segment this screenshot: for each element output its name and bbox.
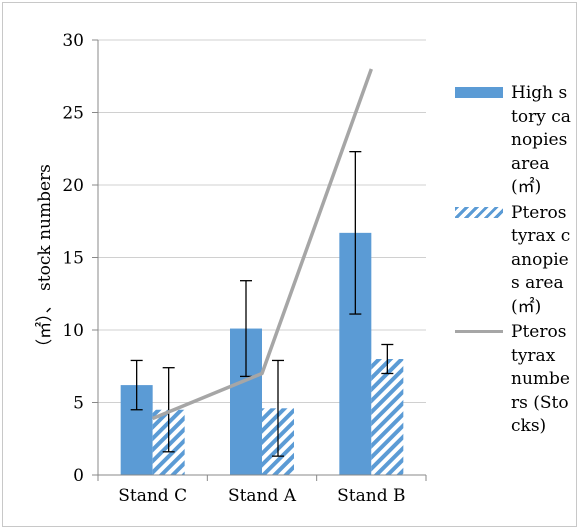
legend-item-pterostyrax-numbers: Pterostyrax numbers (Stocks) bbox=[455, 321, 573, 439]
y-tick-label: 30 bbox=[62, 31, 84, 51]
legend-label: High story canopies area (㎡) bbox=[511, 83, 571, 197]
legend-label: Pterostyrax canopies area (㎡) bbox=[511, 202, 571, 317]
x-tick-label: Stand A bbox=[228, 486, 297, 506]
legend: High story canopies area (㎡) Pterostyrax… bbox=[455, 82, 573, 441]
legend-swatch-hatched-bar bbox=[455, 206, 503, 218]
y-axis-label: （㎡）、 stock numbers bbox=[35, 164, 55, 356]
error-bars bbox=[130, 150, 394, 457]
legend-item-high-story: High story canopies area (㎡) bbox=[455, 82, 573, 200]
y-tick-label: 0 bbox=[73, 466, 84, 486]
bars bbox=[120, 232, 404, 475]
legend-swatch-line bbox=[455, 330, 503, 333]
y-tick-label: 5 bbox=[73, 394, 84, 414]
y-tick-label: 20 bbox=[62, 176, 84, 196]
x-tick-label: Stand B bbox=[337, 486, 405, 506]
legend-label: Pterostyrax numbers (Stocks) bbox=[511, 322, 570, 436]
legend-item-pterostyrax-area: Pterostyrax canopies area (㎡) bbox=[455, 202, 573, 320]
y-tick-label: 10 bbox=[62, 321, 84, 341]
line-pterostyrax-numbers bbox=[152, 68, 373, 421]
axes: 0 5 10 15 20 25 30 Stand C Stand A Stand B bbox=[62, 31, 427, 506]
bar-pterostyrax-area bbox=[371, 359, 404, 475]
x-tick-label: Stand C bbox=[118, 486, 187, 506]
y-tick-label: 15 bbox=[62, 249, 84, 269]
legend-swatch-solid-bar bbox=[455, 87, 503, 98]
series-line bbox=[152, 68, 373, 421]
y-tick-label: 25 bbox=[62, 104, 84, 124]
